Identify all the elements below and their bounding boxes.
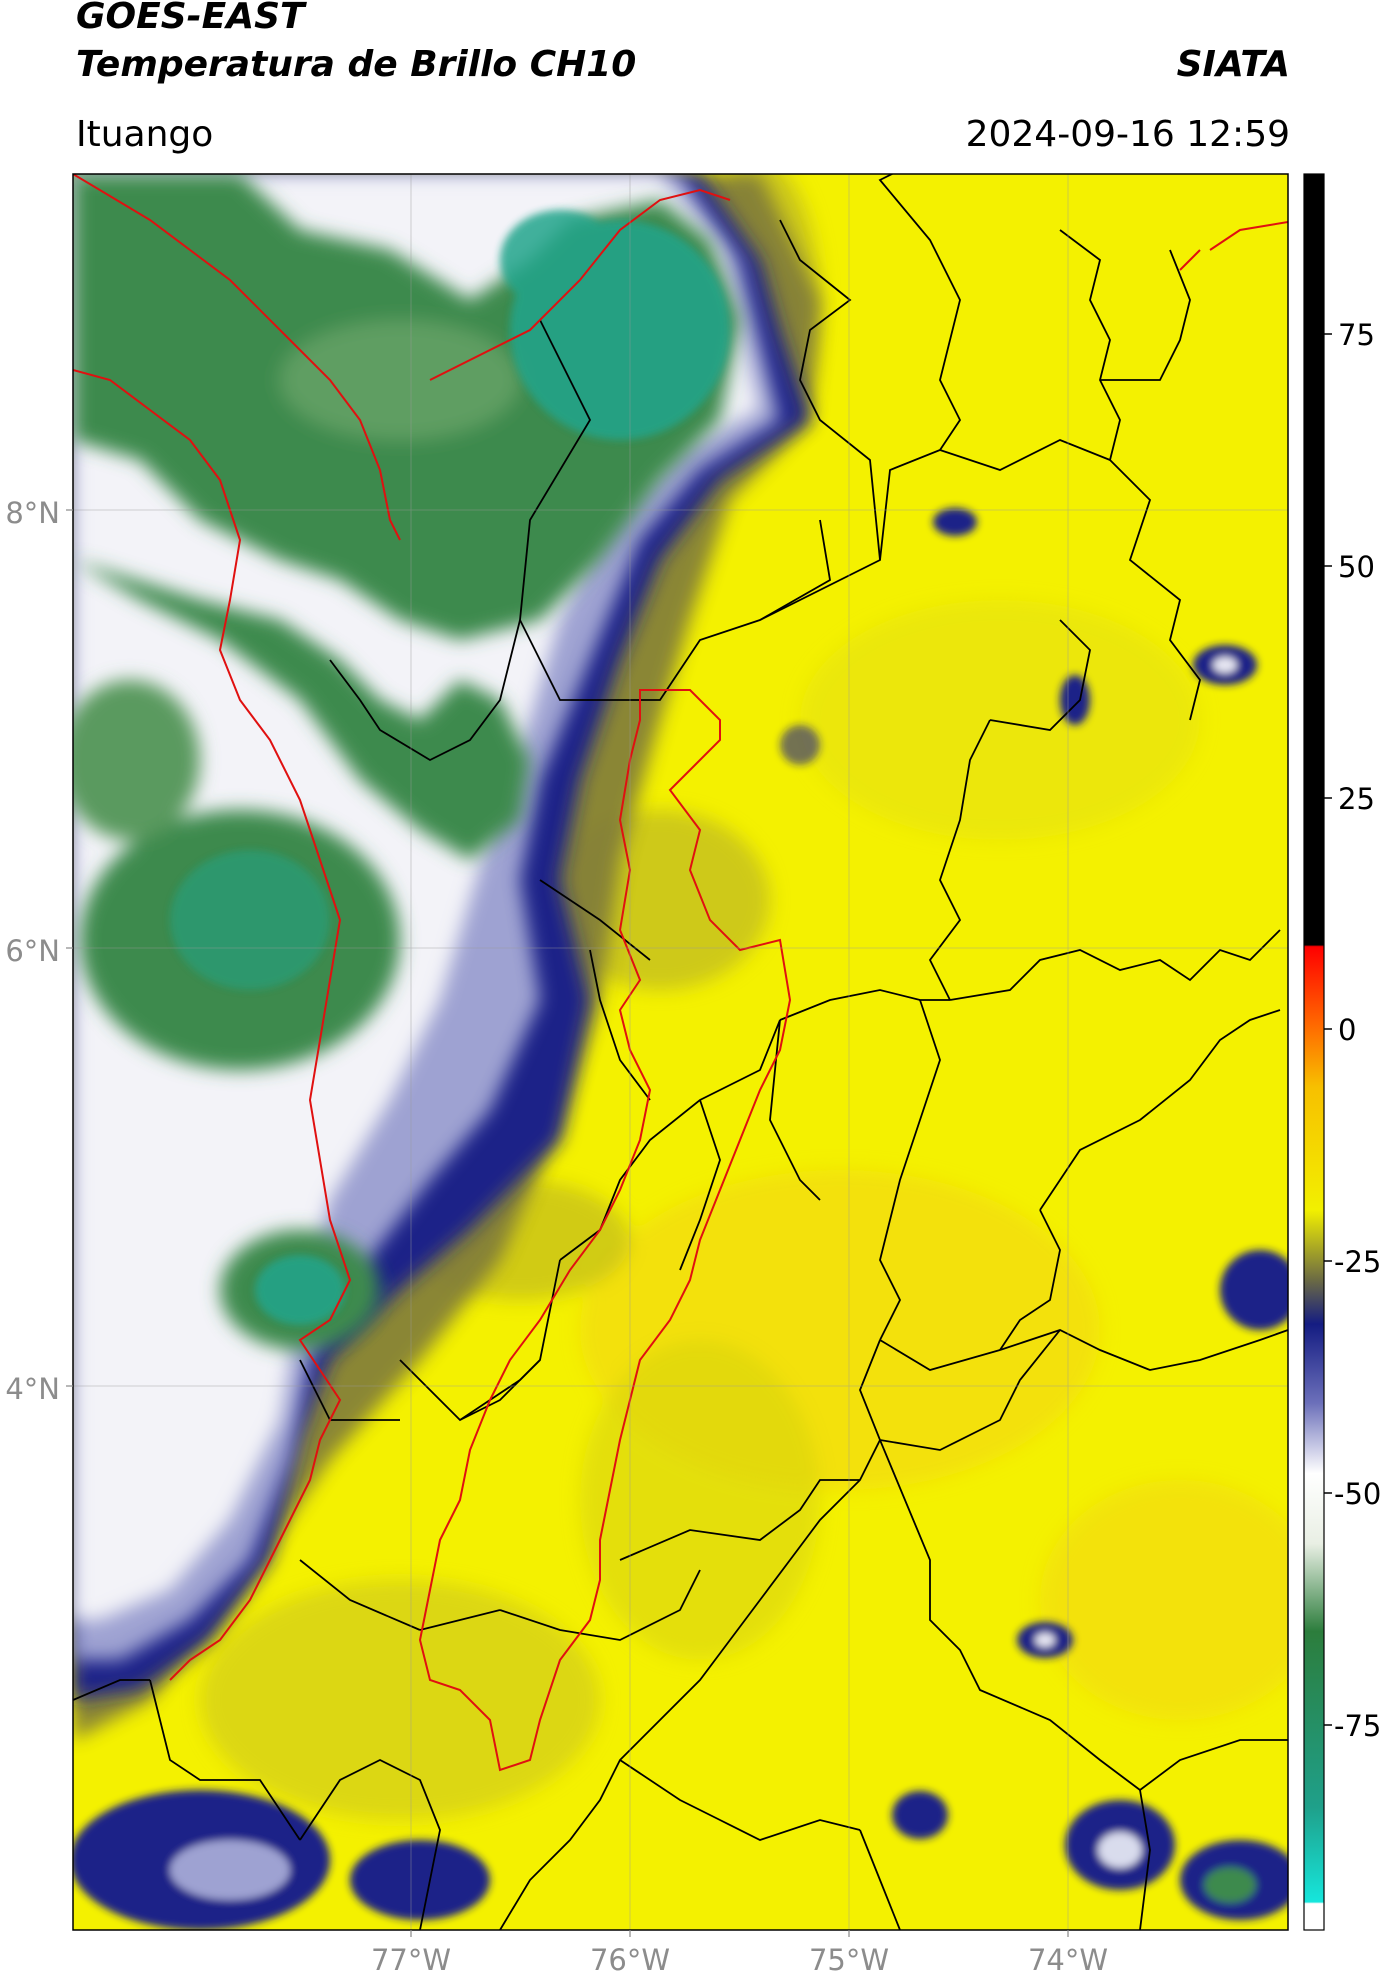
colorbar-gradient (1303, 173, 1325, 1931)
colorbar-tick-minus25: -25 (1334, 1245, 1381, 1279)
lat-label-8n: 8°N (5, 496, 60, 530)
satellite-title: GOES-EAST (76, 0, 305, 37)
timestamp-label: 2024-09-16 12:59 (965, 114, 1290, 155)
colorbar-tick-50: 50 (1338, 550, 1375, 584)
gridlines (73, 174, 1288, 1930)
lon-label-76w: 76°W (590, 1943, 670, 1977)
colorbar-tick-0: 0 (1338, 1013, 1356, 1047)
coastline-and-region-outline (73, 174, 1288, 1772)
coldest-cloud-tops (170, 210, 730, 1325)
colorbar-tick-minus75: -75 (1334, 1709, 1381, 1743)
axis-ticks (66, 509, 1069, 1937)
colorbar-tick-25: 25 (1338, 782, 1375, 816)
lon-label-75w: 75°W (809, 1943, 889, 1977)
organization-label: SIATA (1176, 44, 1290, 85)
product-title: Temperatura de Brillo CH10 (76, 44, 637, 85)
colorbar-tick-minus50: -50 (1334, 1477, 1381, 1511)
lon-label-77w: 77°W (371, 1943, 451, 1977)
lat-label-6n: 6°N (5, 934, 60, 968)
satellite-imagery (73, 174, 1288, 1930)
colorbar: 75 50 25 0 -25 -50 -75 (1303, 173, 1381, 1931)
department-boundaries (73, 174, 1288, 1930)
map-frame (72, 173, 1289, 1931)
lat-label-4n: 4°N (5, 1372, 60, 1406)
lon-label-74w: 74°W (1028, 1943, 1108, 1977)
colorbar-tick-75: 75 (1338, 318, 1375, 352)
warm-texture (200, 174, 1288, 1820)
location-label: Ituango (76, 114, 214, 155)
